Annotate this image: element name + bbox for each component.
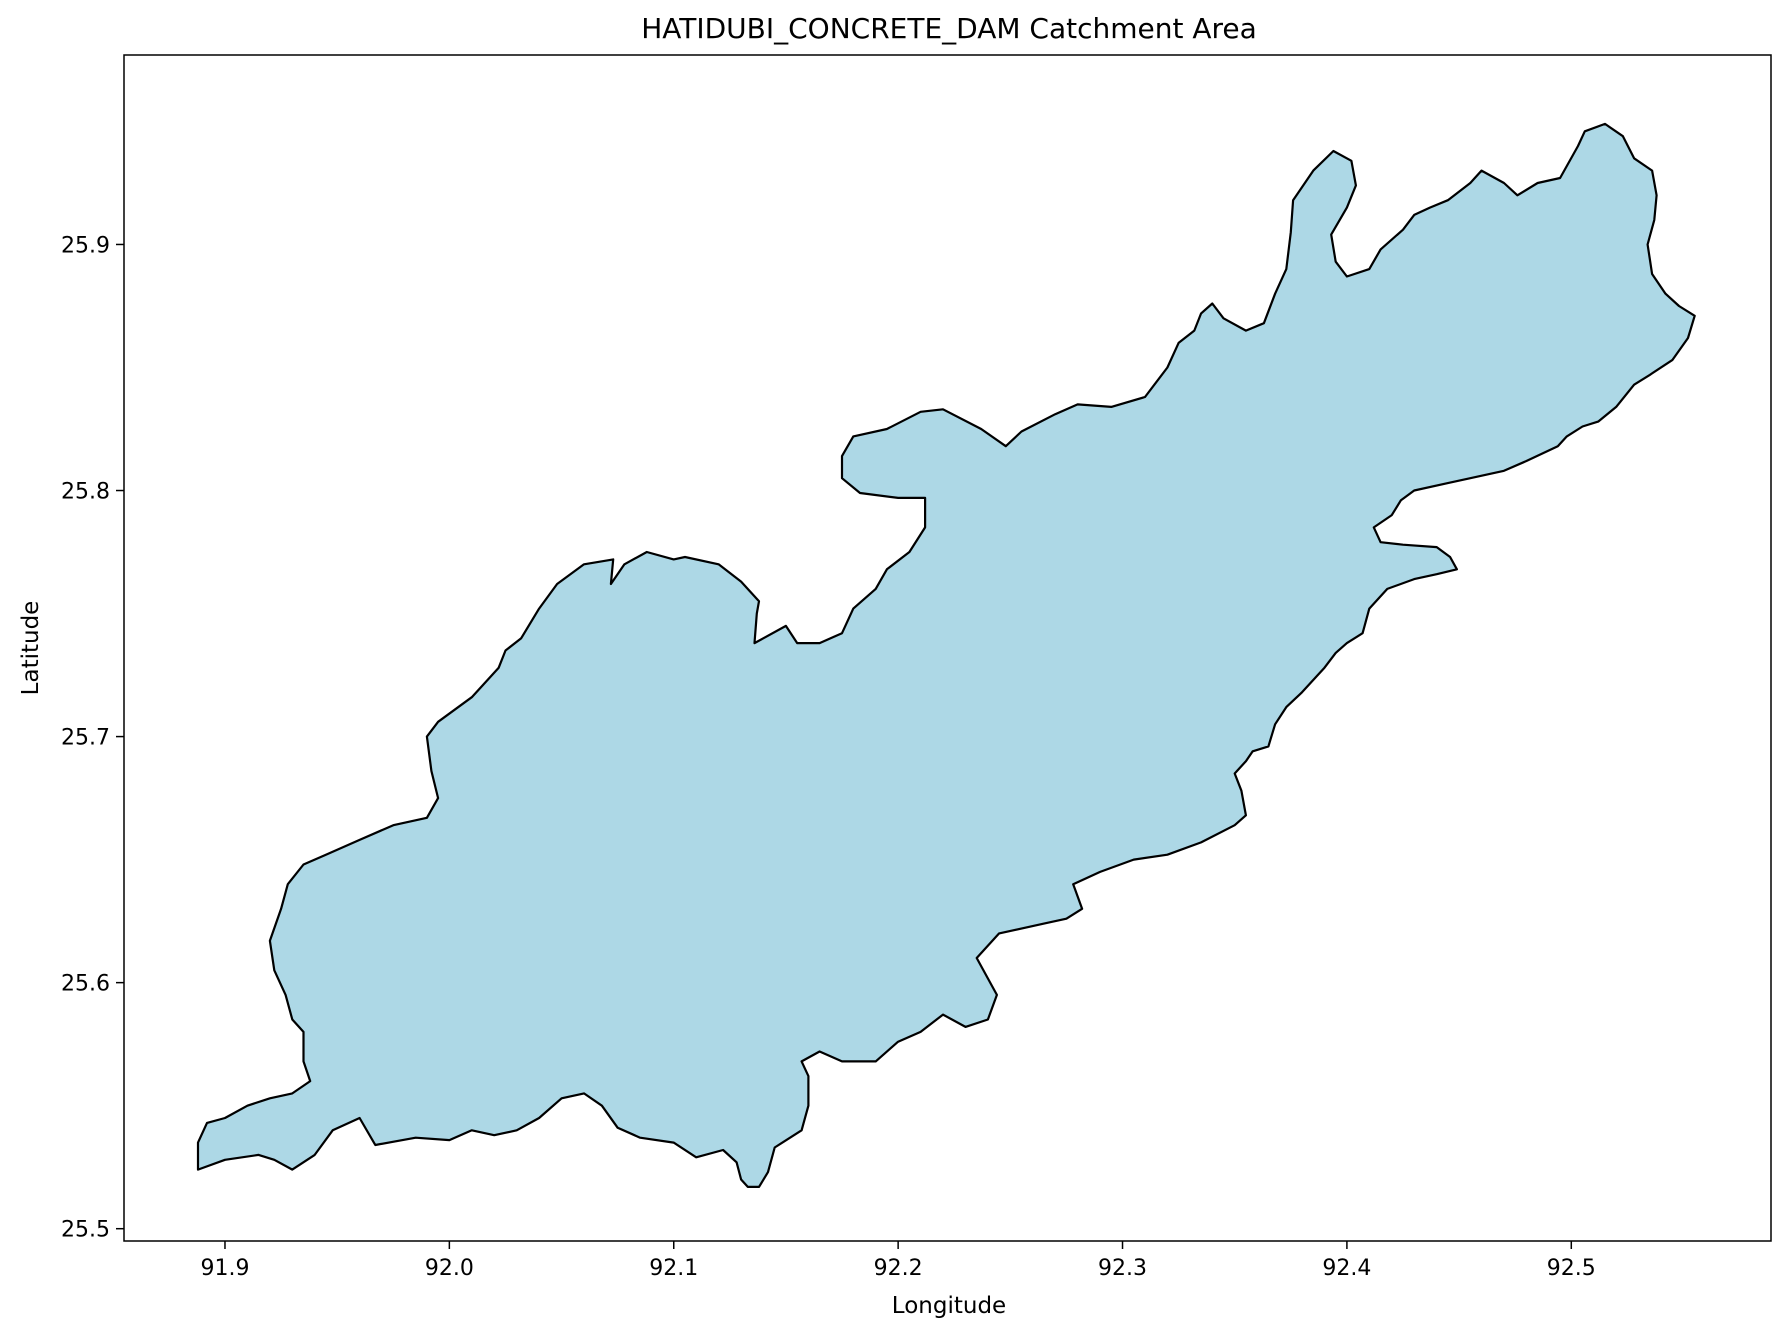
x-axis-ticks: 91.9 92.0 92.1 92.2 92.3 92.4 92.5: [200, 1241, 1596, 1281]
x-tick-label: 92.4: [1322, 1256, 1371, 1281]
x-tick-label: 92.2: [874, 1256, 923, 1281]
plot-frame: [123, 54, 1772, 1242]
y-axis-ticks: 25.5 25.6 25.7 25.8 25.9: [61, 233, 124, 1243]
plot-area: [123, 54, 1772, 1242]
x-axis-label: Longitude: [892, 1293, 1006, 1319]
x-tick-label: 92.1: [649, 1256, 698, 1281]
x-tick-label: 91.9: [200, 1256, 249, 1281]
y-tick-label: 25.8: [61, 480, 110, 505]
catchment-polygon: [196, 122, 1696, 1188]
y-tick-label: 25.9: [61, 233, 110, 258]
y-tick-label: 25.5: [61, 1218, 110, 1243]
y-axis-label: Latitude: [18, 601, 44, 696]
x-tick-label: 92.3: [1098, 1256, 1147, 1281]
x-tick-label: 92.5: [1547, 1256, 1596, 1281]
y-tick-label: 25.6: [61, 972, 110, 997]
x-tick-label: 92.0: [425, 1256, 474, 1281]
chart-title: HATIDUBI_CONCRETE_DAM Catchment Area: [641, 12, 1257, 45]
y-tick-label: 25.7: [61, 726, 110, 751]
